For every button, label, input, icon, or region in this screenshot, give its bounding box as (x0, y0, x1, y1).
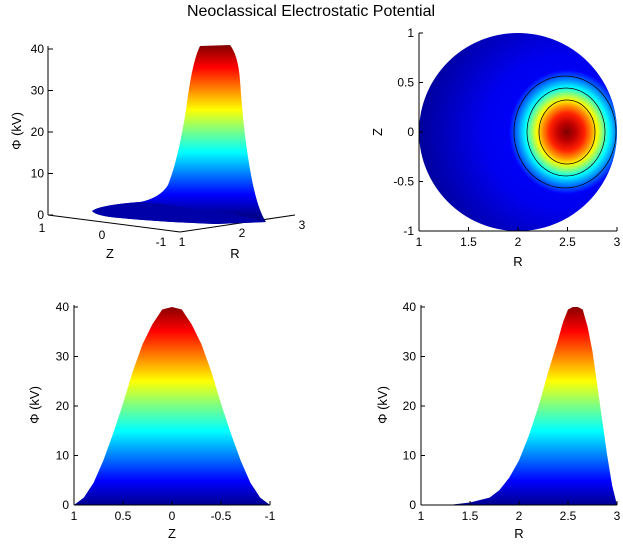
x-tick-label: 3 (614, 509, 621, 523)
y-tick-label: 1 (407, 26, 414, 40)
y-axis-label: Φ (kV) (375, 386, 390, 424)
z-tick-label: 0 (37, 208, 44, 222)
x-tick-label: 1.5 (462, 509, 479, 523)
x-axis-label: Z (106, 246, 114, 261)
x-tick-label: 2.5 (560, 509, 577, 523)
panel-3d-surface: 0 10 20 30 40 1 0 -1 1 2 3 Z R Φ (kV) (9, 42, 306, 261)
z-tick-label: 40 (31, 42, 45, 56)
z-tick-label: 30 (31, 84, 45, 98)
y-tick-label: 30 (56, 350, 70, 364)
x-tick-label: 1 (416, 235, 423, 249)
x-tick-label: 0 (99, 228, 106, 242)
figure-title: Neoclassical Electrostatic Potential (187, 3, 435, 20)
x-tick-label: 2 (516, 509, 523, 523)
y-tick-label: 0 (409, 498, 416, 512)
y-tick-label: 10 (403, 449, 417, 463)
y-tick-label: 40 (56, 300, 70, 314)
x-tick-label: -1 (265, 509, 276, 523)
area-series (448, 307, 617, 505)
y-tick-label: 2 (239, 226, 246, 240)
y-tick-label: 20 (403, 399, 417, 413)
z-axis-label: Φ (kV) (9, 112, 24, 150)
x-tick-label: 3 (614, 235, 621, 249)
y-tick-label: 40 (403, 300, 417, 314)
panel-heatmap: 1 1.5 2 2.5 3 -1 -0.5 0 0.5 1 R Z (370, 26, 623, 269)
area-series (74, 307, 270, 505)
y-tick-label: 0 (62, 498, 69, 512)
y-axis-label: Φ (kV) (27, 386, 42, 424)
heatmap-hotspot (509, 70, 623, 194)
x-tick-label: -1 (156, 235, 167, 249)
x-axis-label: Z (168, 526, 176, 541)
y-tick-label: -0.5 (393, 175, 414, 189)
x-tick-label: 0 (169, 509, 176, 523)
y-tick-label: 10 (56, 449, 70, 463)
y-tick-label: 20 (56, 399, 70, 413)
x-tick-label: 1.5 (460, 235, 477, 249)
y-tick-label: 1 (179, 235, 186, 249)
y-axis-label: Z (370, 128, 385, 136)
x-tick-label: 2.5 (559, 235, 576, 249)
x-axis-label: R (513, 254, 522, 269)
y-tick-label: 3 (299, 218, 306, 232)
x-axis-label: R (514, 526, 523, 541)
x-tick-label: 1 (71, 509, 78, 523)
x-tick-label: 1 (39, 221, 46, 235)
y-axis-label: R (230, 246, 239, 261)
y-tick-label: 0 (407, 125, 414, 139)
z-tick-label: 20 (31, 125, 45, 139)
x-tick-label: 1 (418, 509, 425, 523)
y-tick-label: -1 (403, 224, 414, 238)
y-tick-label: 0.5 (397, 76, 414, 90)
panel-area-z: 1 0.5 0 -0.5 -1 0 10 20 30 40 Z Φ (kV) (27, 300, 276, 541)
x-tick-label: 0.5 (115, 509, 132, 523)
z-tick-label: 10 (31, 167, 45, 181)
y-tick-label: 30 (403, 350, 417, 364)
surface-body (92, 45, 266, 224)
x-tick-label: 2 (515, 235, 522, 249)
x-tick-label: -0.5 (211, 509, 232, 523)
